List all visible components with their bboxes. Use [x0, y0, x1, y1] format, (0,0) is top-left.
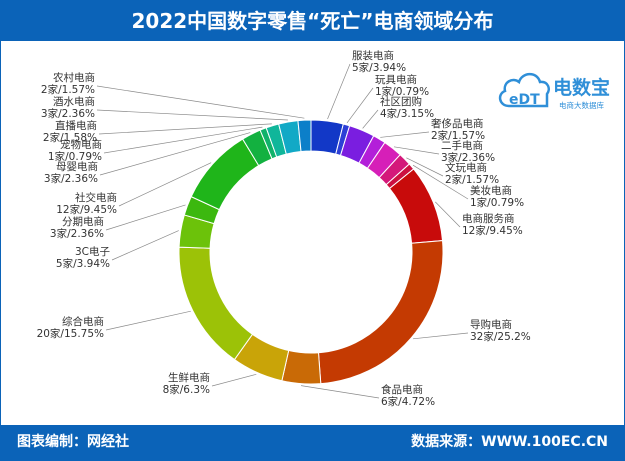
leader-line [111, 230, 179, 261]
logo-mark: eDT [509, 92, 540, 108]
slice-value-label: 3家/2.36% [41, 107, 95, 120]
slice-name-label: 综合电商 [62, 315, 104, 328]
slice-name-label: 二手电商 [441, 139, 483, 152]
slice-name-label: 文玩电商 [445, 161, 487, 174]
leader-line [393, 146, 440, 155]
slice-name-label: 母婴电商 [56, 160, 98, 173]
slice-name-label: 导购电商 [470, 318, 512, 331]
cloud-icon [498, 72, 550, 108]
slice-value-label: 1家/0.79% [48, 150, 102, 163]
slice-name-label: 分期电商 [62, 215, 104, 228]
donut-slices [178, 119, 444, 385]
leader-line [211, 373, 257, 387]
leader-line [96, 85, 305, 119]
logo-tagline: 电商大数据库 [559, 100, 604, 110]
leader-line [406, 157, 444, 177]
slice-value-label: 12家/9.45% [56, 203, 117, 216]
slice-value-label: 12家/9.45% [462, 224, 523, 237]
chart-credit: 图表编制：网经社 [17, 434, 129, 450]
slice-value-label: 5家/3.94% [352, 61, 406, 74]
footer-bar: 图表编制：网经社 数据来源：WWW.100EC.CN [1, 425, 624, 460]
logo-name: 电数宝 [553, 76, 610, 99]
slice-value-label: 1家/0.79% [470, 196, 524, 209]
leader-line [105, 204, 186, 231]
slice-value-label: 8家/6.3% [163, 383, 210, 396]
leader-line [346, 87, 374, 124]
slice-name-label: 服装电商 [352, 49, 394, 62]
slice-name-label: 社交电商 [75, 191, 117, 204]
leader-line [98, 123, 272, 135]
leader-line [99, 132, 251, 176]
leader-lines [96, 63, 469, 399]
slice-name-label: 电商服务商 [462, 212, 515, 225]
slice-name-label: 直播电商 [55, 119, 97, 132]
leader-line [435, 201, 461, 228]
leader-line [413, 332, 469, 340]
slice-name-label: 社区团购 [380, 95, 422, 108]
slice-name-label: 奢侈品电商 [431, 117, 484, 130]
slice-name-label: 农村电商 [53, 71, 95, 84]
leader-line [362, 109, 379, 129]
slice-value-label: 2家/1.57% [41, 83, 95, 96]
slice-value-label: 3家/2.36% [50, 227, 104, 240]
donut-slice [178, 246, 254, 361]
chart-title: 2022中国数字零售“死亡”电商领域分布 [131, 9, 494, 33]
slice-labels: 服装电商5家/3.94%玩具电商1家/0.79%社区团购4家/3.15%奢侈品电… [37, 49, 531, 408]
slice-name-label: 宠物电商 [60, 138, 102, 151]
leader-line [327, 63, 351, 120]
leader-line [103, 126, 263, 154]
slice-name-label: 玩具电商 [375, 73, 417, 86]
donut-slice [297, 119, 312, 153]
slice-value-label: 2家/1.58% [43, 131, 97, 144]
slice-name-label: 美妆电商 [470, 184, 512, 197]
slice-value-label: 20家/15.75% [37, 327, 104, 340]
leader-line [301, 385, 380, 399]
leader-line [380, 131, 430, 138]
slice-value-label: 4家/3.15% [380, 107, 434, 120]
donut-chart: 服装电商5家/3.94%玩具电商1家/0.79%社区团购4家/3.15%奢侈品电… [37, 49, 531, 408]
slice-value-label: 3家/2.36% [44, 172, 98, 185]
title-bar: 2022中国数字零售“死亡”电商领域分布 [1, 1, 624, 41]
leader-line [105, 310, 191, 331]
slice-name-label: 食品电商 [381, 383, 423, 396]
brand-logo: eDT 电数宝 电商大数据库 [498, 72, 610, 110]
leader-line [412, 164, 469, 200]
slice-value-label: 2家/1.57% [431, 129, 485, 142]
leader-line [96, 109, 288, 121]
leader-line [118, 162, 212, 207]
slice-value-label: 2家/1.57% [445, 173, 499, 186]
slice-value-label: 1家/0.79% [375, 85, 429, 98]
slice-value-label: 5家/3.94% [56, 257, 110, 270]
slice-value-label: 3家/2.36% [441, 151, 495, 164]
donut-slice [317, 240, 444, 385]
slice-value-label: 32家/25.2% [470, 330, 531, 343]
slice-name-label: 酒水电商 [53, 95, 95, 108]
data-source: 数据来源：WWW.100EC.CN [411, 434, 608, 450]
slice-value-label: 6家/4.72% [381, 395, 435, 408]
slice-name-label: 生鲜电商 [168, 371, 210, 384]
slice-name-label: 3C电子 [75, 245, 110, 258]
